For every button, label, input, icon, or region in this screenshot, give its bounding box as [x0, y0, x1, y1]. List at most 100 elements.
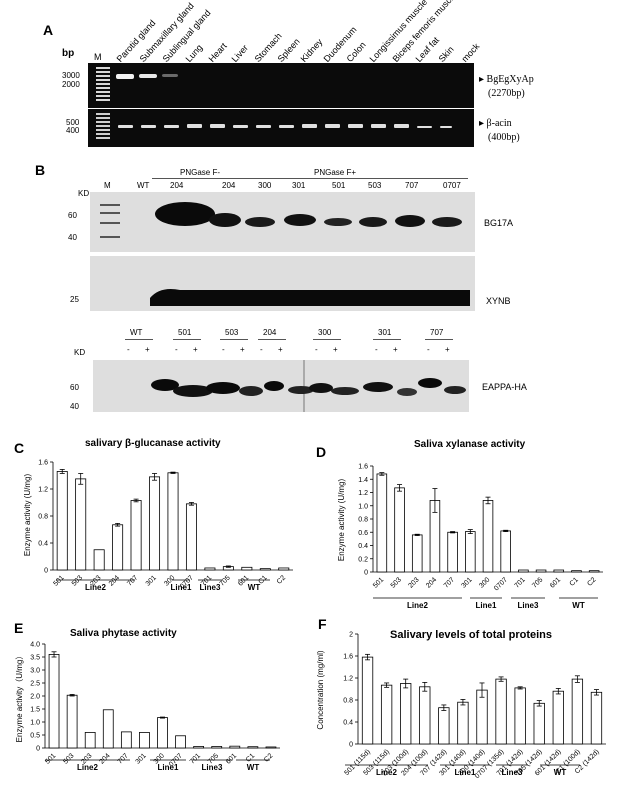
bar	[419, 686, 431, 745]
bar	[571, 570, 582, 573]
blot3-group-label: 204	[263, 328, 277, 337]
tick-500: 500	[66, 118, 80, 127]
lane-m: M	[104, 181, 111, 190]
group-label: WT	[247, 763, 260, 772]
bar	[553, 569, 565, 573]
y-tick-label: 1.6	[38, 460, 48, 467]
x-tick-label: 301	[145, 574, 158, 587]
blot-label-xynb: XYNB	[486, 296, 511, 306]
bar	[588, 570, 600, 573]
y-tick-label: 0	[349, 742, 353, 749]
plus-sign: +	[393, 345, 398, 354]
x-tick-label: 501	[372, 576, 385, 589]
bar	[400, 683, 412, 745]
x-tick-label: C1	[569, 576, 580, 587]
y-tick-label: 0.8	[343, 698, 353, 705]
plus-sign: +	[145, 345, 150, 354]
bar	[120, 731, 132, 749]
bar	[93, 549, 105, 571]
group-pngase-minus: PNGase F-	[180, 168, 221, 177]
y-tick-label: 1.6	[343, 654, 353, 661]
bar	[157, 717, 168, 749]
bar	[457, 701, 469, 745]
bar	[476, 689, 488, 745]
minus-sign: -	[315, 345, 318, 354]
top-band-size: (2270bp)	[488, 88, 525, 99]
group-underline	[373, 339, 401, 340]
bar	[380, 684, 393, 745]
y-tick-label: 0.4	[358, 543, 368, 550]
tick-60-b3: 60	[70, 383, 79, 392]
y-tick-label: 4.0	[30, 642, 40, 649]
y-tick-label: 0.6	[358, 530, 368, 537]
group-label: Line3	[200, 583, 221, 592]
group-label: Line2	[376, 768, 397, 777]
bar	[411, 534, 423, 573]
kd-label-3: KD	[74, 348, 86, 357]
tick-400: 400	[66, 126, 80, 135]
bar	[48, 654, 60, 749]
panel-b-letter: B	[35, 162, 46, 178]
y-tick-label: 0.2	[358, 556, 368, 563]
top-band-label: ▸ BgEgXyAp	[479, 74, 534, 85]
arrow-icon: ▸	[479, 118, 487, 129]
chart-title: Salivary levels of total proteins	[390, 629, 552, 641]
x-tick-label: 501	[44, 752, 57, 765]
y-tick-label: 3.5	[30, 655, 40, 662]
x-tick-label: 301	[461, 576, 474, 589]
x-tick-label: 707	[443, 576, 456, 589]
blot-lane-label: 204	[222, 181, 236, 190]
group-underline	[313, 339, 341, 340]
blot3-group-label: 707	[430, 328, 444, 337]
x-tick-label: C1	[245, 752, 256, 763]
minus-sign: -	[222, 345, 225, 354]
x-tick-label: 203	[407, 576, 420, 589]
x-tick-label: 0707	[493, 576, 509, 592]
group-label: Line3	[502, 768, 523, 777]
bar	[139, 732, 150, 749]
x-tick-label: C2	[276, 574, 287, 585]
y-axis-label: Enzyme activity (U/mg)	[337, 479, 346, 562]
bar	[361, 656, 374, 745]
bar	[376, 473, 388, 573]
bar	[265, 746, 277, 749]
bar	[247, 746, 259, 749]
group-label: WT	[248, 583, 261, 592]
blot-label-bg17a: BG17A	[484, 218, 514, 228]
panel-a-letter: A	[43, 22, 54, 38]
group-underline	[173, 339, 201, 340]
group-line	[152, 178, 222, 179]
plus-sign: +	[333, 345, 338, 354]
y-tick-label: 0	[44, 568, 48, 575]
bar	[84, 732, 96, 749]
blot-lane-label: 300	[258, 181, 272, 190]
y-tick-label: 2.5	[30, 681, 40, 688]
blot-lane-label: 0707	[443, 181, 461, 190]
x-tick-label: C2	[263, 752, 274, 763]
plus-sign: +	[193, 345, 198, 354]
bar	[66, 694, 78, 749]
tick-2000: 2000	[62, 80, 80, 89]
gel-bottom	[88, 109, 474, 147]
panel-a-bp-unit: bp	[62, 48, 75, 59]
blot3-group-label: 300	[318, 328, 332, 337]
blot-lane-label: 707	[405, 181, 419, 190]
y-tick-label: 3.0	[30, 668, 40, 675]
bar	[204, 567, 216, 571]
x-tick-label: 503	[390, 576, 403, 589]
y-axis-label: Enzyme activity（U/mg）	[15, 652, 24, 743]
bar	[193, 746, 205, 749]
bar	[211, 746, 223, 749]
panel-e-letter: E	[14, 620, 24, 636]
x-tick-label: 501	[52, 574, 65, 587]
x-tick-label: 601	[549, 576, 562, 589]
group-label: Line1	[455, 768, 476, 777]
x-tick-label: 705	[531, 576, 544, 589]
group-label: Line3	[202, 763, 223, 772]
bar	[112, 524, 124, 571]
bar	[535, 569, 547, 573]
group-underline	[220, 339, 248, 340]
tick-40: 40	[68, 233, 77, 242]
minus-sign: -	[375, 345, 378, 354]
